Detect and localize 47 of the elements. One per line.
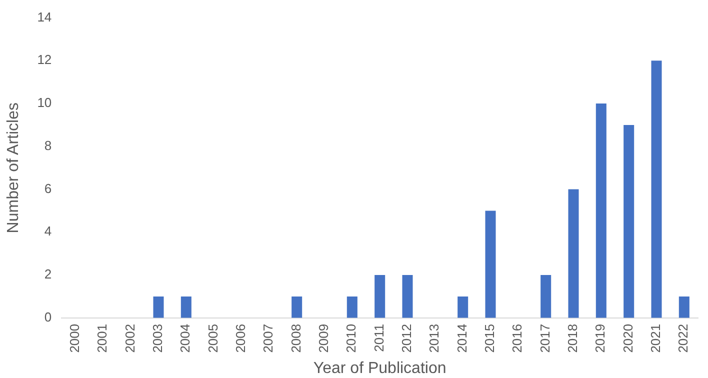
x-tick-label: 2019 bbox=[592, 324, 608, 353]
bar bbox=[153, 296, 164, 318]
x-axis-title: Year of Publication bbox=[313, 360, 446, 377]
x-tick-label: 2018 bbox=[565, 324, 580, 353]
y-tick-label: 2 bbox=[44, 266, 52, 282]
y-tick-label: 8 bbox=[44, 138, 52, 153]
x-tick-label: 2007 bbox=[260, 324, 276, 353]
bar bbox=[624, 124, 634, 318]
x-tick-label: 2000 bbox=[67, 324, 82, 353]
x-tick-label: 2004 bbox=[178, 324, 193, 353]
x-tick-label: 2005 bbox=[205, 324, 220, 353]
x-tick-label: 2020 bbox=[620, 324, 636, 353]
bar bbox=[346, 296, 358, 318]
bar bbox=[485, 210, 496, 318]
y-axis-title: Number of Articles bbox=[5, 102, 22, 234]
bar bbox=[540, 275, 552, 318]
x-tick-label: 2011 bbox=[371, 324, 386, 352]
x-tick-label: 2013 bbox=[426, 324, 442, 353]
y-tick-label: 0 bbox=[44, 309, 52, 324]
bar bbox=[678, 296, 690, 318]
y-tick-label: 14 bbox=[37, 9, 52, 24]
bar bbox=[651, 60, 662, 318]
bar bbox=[458, 296, 468, 318]
y-tick-label: 10 bbox=[37, 95, 52, 110]
x-tick-label: 2021 bbox=[648, 324, 664, 353]
x-tick-label: 2002 bbox=[122, 324, 138, 353]
x-tick-label: 2015 bbox=[482, 324, 498, 353]
bar bbox=[180, 296, 192, 318]
y-tick-label: 12 bbox=[37, 52, 52, 68]
bar bbox=[402, 275, 413, 318]
y-tick-label: 4 bbox=[44, 224, 52, 239]
x-tick-label: 2012 bbox=[399, 324, 414, 353]
bar bbox=[292, 296, 302, 318]
x-tick-label: 2006 bbox=[233, 324, 248, 353]
x-tick-label: 2003 bbox=[150, 324, 166, 353]
x-tick-label: 2014 bbox=[454, 324, 470, 353]
x-tick-label: 2008 bbox=[288, 324, 304, 353]
x-tick-label: 2022 bbox=[676, 324, 691, 353]
bar bbox=[596, 104, 606, 318]
bar bbox=[568, 189, 579, 318]
x-tick-label: 2009 bbox=[316, 324, 332, 353]
x-tick-label: 2010 bbox=[344, 324, 359, 353]
x-tick-label: 2001 bbox=[94, 324, 110, 353]
x-tick-label: 2017 bbox=[537, 324, 552, 353]
bar bbox=[374, 275, 386, 318]
y-tick-label: 6 bbox=[44, 180, 52, 196]
x-tick-label: 2016 bbox=[510, 324, 525, 353]
